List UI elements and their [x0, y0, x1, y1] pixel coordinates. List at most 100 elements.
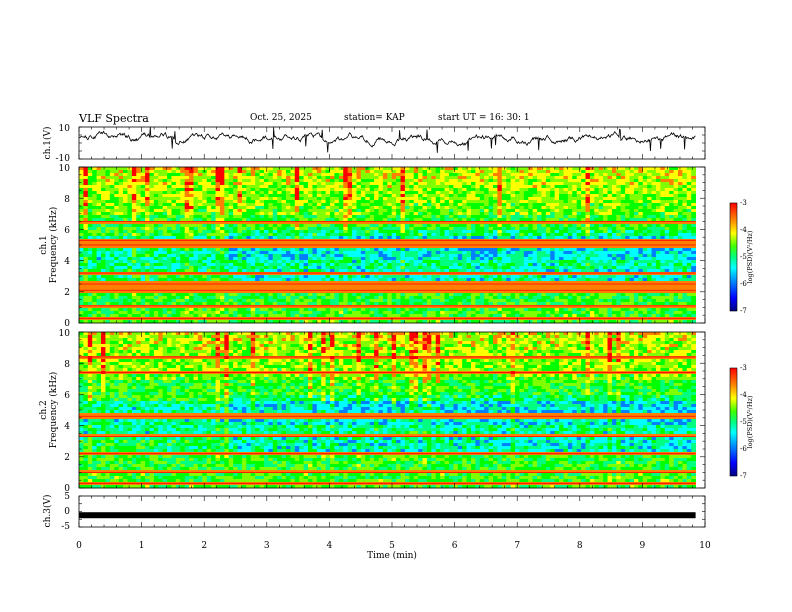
spectrogram-cell — [202, 236, 208, 240]
spectrogram-cell — [404, 320, 410, 324]
spectrogram-cell — [321, 314, 327, 318]
spectrogram-cell — [321, 176, 327, 180]
spectrogram-cell — [479, 296, 485, 300]
spectrogram-cell — [409, 299, 415, 303]
spectrogram-cell — [466, 260, 472, 264]
spectrogram-cell — [87, 236, 93, 240]
spectrogram-cell — [418, 230, 423, 234]
spectrogram-cell — [488, 212, 494, 216]
spectrogram-cell — [149, 224, 155, 228]
spectrogram-cell — [101, 251, 106, 255]
spectrogram-cell — [250, 287, 256, 291]
spectrogram-cell — [101, 200, 106, 204]
spectrogram-cell — [286, 245, 291, 249]
spectrogram-cell — [325, 260, 331, 264]
spectrogram-cell — [488, 221, 494, 225]
spectrogram-cell — [374, 209, 379, 213]
spectrogram-cell — [475, 308, 481, 312]
spectrogram-cell — [263, 233, 269, 237]
spectrogram-cell — [193, 236, 199, 240]
spectrogram-cell — [466, 311, 472, 315]
spectrogram-cell — [92, 224, 98, 228]
spectrogram-cell — [118, 227, 124, 231]
spectrogram-cell — [118, 245, 124, 249]
spectrogram-cell — [246, 251, 252, 255]
spectrogram-cell — [131, 236, 137, 240]
spectrogram-cell — [153, 242, 159, 246]
spectrogram-cell — [175, 209, 181, 213]
spectrogram-cell — [92, 275, 98, 279]
spectrogram-cell — [493, 191, 498, 195]
spectrogram-cell — [286, 215, 291, 219]
spectrogram-cell — [202, 212, 208, 216]
spectrogram-cell — [382, 188, 388, 192]
spectrogram-cell — [206, 176, 212, 180]
spectrogram-cell — [109, 242, 115, 246]
spectrogram-cell — [118, 242, 124, 246]
spectrogram-cell — [475, 245, 481, 249]
spectrogram-cell — [162, 257, 168, 261]
spectrogram-cell — [493, 287, 498, 291]
spectrogram-cell — [105, 254, 111, 258]
spectrogram-cell — [228, 173, 234, 177]
spectrogram-cell — [457, 248, 463, 252]
spectrogram-cell — [422, 173, 428, 177]
spectrogram-cell — [435, 167, 441, 171]
spectrogram-cell — [202, 320, 208, 324]
spectrogram-cell — [396, 281, 401, 285]
spectrogram-cell — [149, 320, 155, 324]
spectrogram-cell — [404, 257, 410, 261]
spectrogram-cell — [308, 236, 313, 240]
spectrogram-cell — [312, 320, 318, 324]
spectrogram-cell — [493, 167, 498, 171]
spectrogram-cell — [153, 308, 159, 312]
spectrogram-cell — [303, 278, 309, 282]
spectrogram-cell — [413, 272, 419, 276]
spectrogram-cell — [352, 182, 357, 186]
spectrogram-cell — [215, 221, 221, 225]
spectrogram-cell — [440, 206, 445, 210]
spectrogram-cell — [241, 215, 247, 219]
spectrogram-cell — [123, 218, 128, 222]
spectrogram-cell — [321, 305, 327, 309]
spectrogram-cell — [162, 167, 168, 171]
spectrogram-cell — [374, 290, 379, 294]
spectrogram-cell — [268, 206, 274, 210]
spectrogram-cell — [466, 215, 472, 219]
spectrogram-cell — [404, 284, 410, 288]
spectrogram-cell — [479, 215, 485, 219]
spectrogram-cell — [158, 290, 164, 294]
spectrogram-cell — [396, 230, 401, 234]
spectrogram-cell — [202, 311, 208, 315]
spectrogram-cell — [149, 176, 155, 180]
spectrogram-cell — [123, 176, 128, 180]
spectrogram-cell — [158, 299, 164, 303]
spectrogram-cell — [338, 302, 344, 306]
spectrogram-cell — [118, 200, 124, 204]
spectrogram-cell — [290, 182, 296, 186]
spectrogram-cell — [431, 245, 437, 249]
spectrogram-cell — [360, 272, 366, 276]
spectrogram-cell — [457, 221, 463, 225]
spectrogram-cell — [382, 257, 388, 261]
spectrogram-cell — [334, 215, 340, 219]
spectrogram-cell — [462, 314, 467, 318]
spectrogram-cell — [233, 185, 238, 189]
spectrogram-cell — [488, 200, 494, 204]
spectrogram-cell — [338, 212, 344, 216]
spectrogram-cell — [440, 260, 445, 264]
spectrogram-cell — [475, 269, 481, 273]
spectrogram-cell — [413, 215, 419, 219]
spectrogram-cell — [470, 272, 476, 276]
spectrogram-cell — [369, 173, 375, 177]
spectrogram-cell — [378, 314, 384, 318]
spectrogram-cell — [409, 311, 415, 315]
spectrogram-cell — [118, 215, 124, 219]
spectrogram-cell — [136, 245, 142, 249]
spectrogram-cell — [299, 182, 305, 186]
spectrogram-cell — [422, 218, 428, 222]
spectrogram-cell — [281, 272, 287, 276]
spectrogram-cell — [175, 269, 181, 273]
spectrogram-cell — [316, 203, 322, 207]
spectrogram-cell — [259, 185, 265, 189]
